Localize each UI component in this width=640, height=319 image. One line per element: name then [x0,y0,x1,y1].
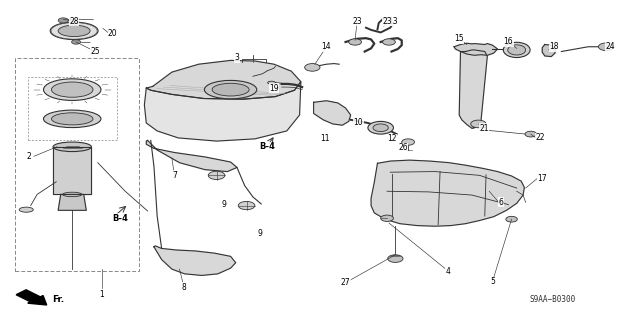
Text: 24: 24 [605,42,616,51]
Circle shape [598,43,614,50]
Text: 8: 8 [182,283,186,292]
Circle shape [388,255,403,263]
Circle shape [208,171,225,180]
Text: 10: 10 [353,117,363,127]
Polygon shape [454,43,497,55]
Bar [15,58,140,271]
Ellipse shape [51,82,93,97]
Text: 21: 21 [479,124,489,133]
Polygon shape [542,45,555,56]
Circle shape [58,18,68,23]
Circle shape [383,39,396,45]
Circle shape [238,201,255,210]
Text: 19: 19 [269,84,279,93]
Text: 13: 13 [388,17,398,26]
Text: 14: 14 [321,42,331,51]
Text: 9: 9 [257,229,262,238]
Text: 4: 4 [445,267,450,276]
Polygon shape [371,160,524,226]
Polygon shape [145,82,301,141]
Text: 2: 2 [27,152,31,161]
Text: B-4: B-4 [113,214,129,223]
Text: 25: 25 [90,47,100,56]
Circle shape [368,122,394,134]
Polygon shape [154,246,236,275]
Text: 11: 11 [321,134,330,143]
Text: 7: 7 [172,171,177,180]
Ellipse shape [51,113,93,125]
Bar [28,77,117,140]
Ellipse shape [204,80,257,99]
Text: 15: 15 [454,34,464,43]
Ellipse shape [58,25,90,37]
Text: S9AA−B0300: S9AA−B0300 [530,295,576,304]
Text: 28: 28 [69,17,79,26]
Text: 16: 16 [504,38,513,47]
Text: 23: 23 [352,17,362,26]
Polygon shape [147,140,237,172]
Circle shape [381,215,394,221]
Circle shape [402,139,415,145]
Circle shape [373,124,388,131]
Circle shape [305,63,320,71]
Text: 17: 17 [537,174,547,183]
Ellipse shape [268,81,275,84]
Polygon shape [314,101,351,125]
Text: 20: 20 [108,29,118,38]
Circle shape [72,40,81,44]
Ellipse shape [19,207,33,212]
Ellipse shape [508,45,525,55]
Ellipse shape [63,192,82,197]
Text: 3: 3 [234,53,239,62]
Text: 22: 22 [536,133,545,142]
Polygon shape [53,147,92,195]
Text: 6: 6 [499,198,504,207]
Polygon shape [147,60,301,99]
Text: Fr.: Fr. [52,295,64,304]
Ellipse shape [503,42,530,57]
Ellipse shape [44,110,101,128]
Text: 27: 27 [340,278,350,287]
Text: B-4: B-4 [260,142,276,151]
Text: 23: 23 [383,17,392,26]
Ellipse shape [44,79,101,100]
Ellipse shape [53,142,92,152]
Text: 9: 9 [222,200,227,209]
Polygon shape [58,195,86,210]
Ellipse shape [50,22,98,40]
Text: 1: 1 [99,290,104,299]
FancyArrow shape [16,290,47,305]
Ellipse shape [212,83,249,96]
Text: 12: 12 [387,134,396,143]
Circle shape [525,131,536,137]
Text: 5: 5 [490,277,495,286]
Circle shape [470,120,486,128]
Circle shape [506,216,517,222]
Polygon shape [460,50,487,128]
Text: 26: 26 [398,143,408,152]
Circle shape [349,39,362,45]
Text: 18: 18 [550,42,559,51]
